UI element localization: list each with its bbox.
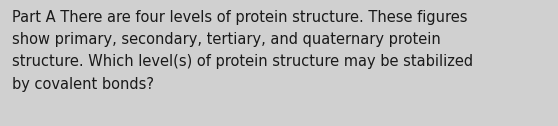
Text: Part A There are four levels of protein structure. These figures
show primary, s: Part A There are four levels of protein … — [12, 10, 473, 92]
